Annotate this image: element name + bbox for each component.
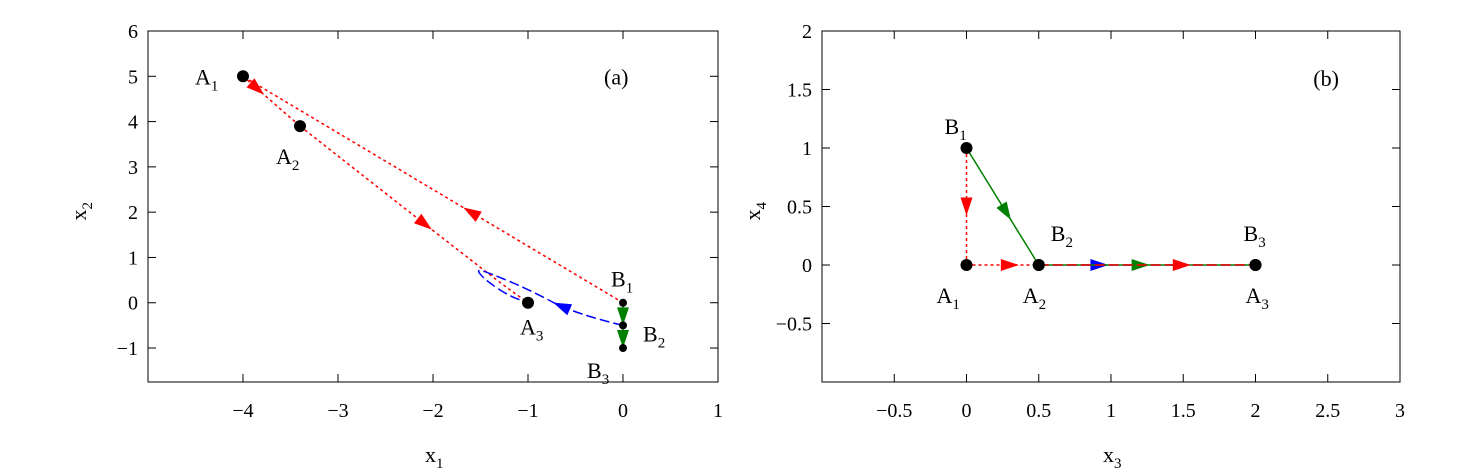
direction-arrow bbox=[1000, 259, 1019, 271]
point-marker bbox=[1249, 259, 1262, 271]
y-tick-label: 5 bbox=[128, 66, 138, 88]
point-label: A2 bbox=[1023, 283, 1046, 313]
y-tick-label: 1 bbox=[802, 138, 812, 160]
point-label: B3 bbox=[1244, 221, 1266, 251]
panel-label: (b) bbox=[1313, 66, 1339, 91]
direction-arrow bbox=[996, 201, 1011, 221]
y-tick-label: 2 bbox=[802, 21, 812, 43]
direction-arrow bbox=[960, 197, 973, 216]
x-axis-title: x1 bbox=[425, 442, 444, 470]
y-tick-label: 0 bbox=[802, 255, 812, 277]
point-marker bbox=[960, 259, 973, 271]
direction-arrow bbox=[1172, 259, 1191, 271]
x-tick-label: 0 bbox=[618, 400, 628, 422]
x-tick-label: −3 bbox=[327, 400, 348, 422]
y-axis-title: x2 bbox=[66, 202, 96, 221]
direction-arrow bbox=[246, 78, 265, 95]
point-marker bbox=[237, 70, 249, 83]
x-tick-label: −1 bbox=[517, 400, 538, 422]
plot-frame bbox=[147, 30, 719, 383]
direction-arrow bbox=[617, 329, 629, 348]
x-tick-label: 3 bbox=[1395, 400, 1405, 422]
point-label: B1 bbox=[945, 114, 967, 144]
y-axis-title: x4 bbox=[740, 202, 770, 221]
panel-a: −4 −3 −2 −1 0 1 −1 0 1 2 3 4 5 6 x1 x2 A1 A2 A3 B1 B2 B3 (a) bbox=[66, 21, 723, 470]
point-marker bbox=[619, 321, 627, 330]
y-tick-label: 1.5 bbox=[787, 80, 812, 102]
direction-arrow bbox=[553, 302, 573, 316]
panel-b: −0.5 0 0.5 1 1.5 2 2.5 3 −0.5 0 0.5 1 1.5 2 x3 x4 A1 A2 A3… bbox=[740, 21, 1405, 470]
x-axis-title: x3 bbox=[1103, 442, 1122, 470]
point-label: B2 bbox=[1051, 221, 1073, 251]
y-tick-label: −0.5 bbox=[776, 314, 812, 336]
x-tick-label: 0.5 bbox=[1026, 400, 1051, 422]
y-tick-label: 0.5 bbox=[787, 197, 812, 219]
x-tick-label: 2 bbox=[1251, 400, 1261, 422]
x-tick-label: 0 bbox=[962, 400, 972, 422]
trajectory-line bbox=[477, 269, 624, 327]
direction-arrow bbox=[617, 307, 629, 326]
point-label: B3 bbox=[587, 358, 609, 388]
point-label: A2 bbox=[276, 144, 299, 174]
trajectory-line bbox=[242, 75, 624, 304]
x-tick-label: −0.5 bbox=[876, 400, 912, 422]
point-marker bbox=[294, 120, 306, 133]
y-tick-label: 0 bbox=[128, 293, 138, 315]
point-label: B1 bbox=[611, 267, 633, 297]
direction-arrow bbox=[414, 213, 432, 230]
y-tick-label: 6 bbox=[128, 21, 138, 43]
direction-arrow bbox=[463, 207, 482, 222]
y-tick-label: −1 bbox=[117, 338, 138, 360]
point-label: A3 bbox=[520, 315, 543, 345]
x-tick-label: −4 bbox=[232, 400, 253, 422]
point-label: A1 bbox=[937, 283, 960, 313]
y-tick-label: 2 bbox=[128, 202, 138, 224]
x-tick-label: 1 bbox=[1106, 400, 1116, 422]
x-tick-label: 1 bbox=[713, 400, 723, 422]
x-tick-label: 2.5 bbox=[1315, 400, 1340, 422]
x-tick-label: 1.5 bbox=[1171, 400, 1196, 422]
y-tick-label: 4 bbox=[128, 112, 138, 134]
y-tick-label: 1 bbox=[128, 247, 138, 269]
point-label: A3 bbox=[1246, 283, 1269, 313]
x-tick-label: −2 bbox=[422, 400, 443, 422]
point-marker bbox=[619, 298, 627, 307]
point-label: A1 bbox=[195, 64, 218, 94]
panel-label: (a) bbox=[604, 64, 628, 89]
point-marker bbox=[960, 142, 973, 154]
point-marker bbox=[1032, 259, 1045, 271]
point-marker bbox=[522, 296, 534, 309]
trajectory-line bbox=[299, 125, 529, 304]
y-tick-label: 3 bbox=[128, 157, 138, 179]
point-marker bbox=[619, 344, 627, 353]
point-label: B2 bbox=[643, 321, 665, 351]
